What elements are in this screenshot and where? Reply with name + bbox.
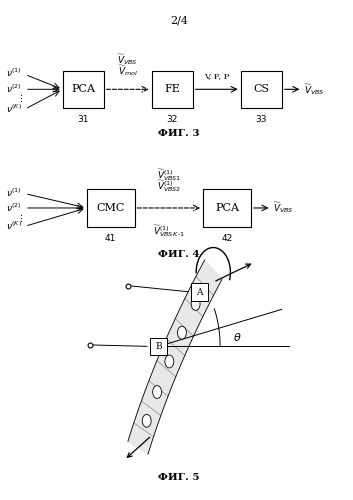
FancyBboxPatch shape (191, 283, 208, 301)
FancyBboxPatch shape (86, 190, 134, 226)
Text: $\theta$: $\theta$ (233, 330, 241, 342)
FancyBboxPatch shape (203, 190, 251, 226)
Text: 33: 33 (256, 116, 267, 124)
Text: 42: 42 (221, 234, 233, 243)
Text: $\widetilde{V}_{VBS}$: $\widetilde{V}_{VBS}$ (304, 82, 325, 97)
Text: $\nu^{(1)}$: $\nu^{(1)}$ (6, 67, 22, 79)
Circle shape (165, 355, 174, 368)
Text: $\widetilde{V}_{mol}$: $\widetilde{V}_{mol}$ (118, 64, 138, 78)
Text: FE: FE (164, 84, 180, 94)
Text: ФИГ. 5: ФИГ. 5 (158, 473, 200, 482)
Text: 31: 31 (77, 116, 89, 124)
Text: $\nu^{(1)}$: $\nu^{(1)}$ (6, 186, 22, 199)
FancyBboxPatch shape (150, 338, 167, 355)
Text: CMC: CMC (96, 203, 125, 213)
Text: $\nu^{(2)}$: $\nu^{(2)}$ (6, 82, 22, 95)
Text: $\nu^{(K)}$: $\nu^{(K)}$ (6, 220, 22, 232)
Text: CS: CS (253, 84, 269, 94)
Circle shape (178, 326, 186, 339)
Text: B: B (155, 342, 162, 351)
Text: $\vdots$: $\vdots$ (16, 212, 23, 224)
Text: A: A (196, 288, 203, 296)
Text: 41: 41 (105, 234, 116, 243)
FancyBboxPatch shape (241, 71, 282, 108)
Polygon shape (128, 260, 222, 454)
Text: ФИГ. 3: ФИГ. 3 (158, 130, 200, 138)
Text: $\widetilde{V}_{VBS}$: $\widetilde{V}_{VBS}$ (273, 200, 294, 216)
Circle shape (191, 298, 200, 310)
Text: $\widetilde{V}^{(1)}_{VBS2}$: $\widetilde{V}^{(1)}_{VBS2}$ (157, 178, 181, 194)
Circle shape (142, 414, 151, 427)
Text: PCA: PCA (71, 84, 95, 94)
FancyBboxPatch shape (62, 71, 104, 108)
FancyBboxPatch shape (152, 71, 193, 108)
Text: V, F, P: V, F, P (204, 72, 229, 80)
Text: $\widetilde{V}^{(1)}_{VBS\,K\text{-}1}$: $\widetilde{V}^{(1)}_{VBS\,K\text{-}1}$ (153, 223, 185, 239)
Text: $\nu^{(2)}$: $\nu^{(2)}$ (6, 202, 22, 214)
Text: ФИГ. 4: ФИГ. 4 (158, 250, 200, 260)
Text: $\vdots$: $\vdots$ (16, 92, 23, 104)
Text: $\nu^{(K)}$: $\nu^{(K)}$ (6, 102, 22, 115)
Circle shape (152, 386, 162, 398)
Text: PCA: PCA (215, 203, 239, 213)
Text: 2/4: 2/4 (170, 15, 188, 25)
Text: $\widetilde{V}^{(1)}_{VBS1}$: $\widetilde{V}^{(1)}_{VBS1}$ (157, 168, 181, 183)
Text: 32: 32 (167, 116, 178, 124)
Text: $\widetilde{V}_{VBS}$: $\widetilde{V}_{VBS}$ (117, 52, 138, 67)
